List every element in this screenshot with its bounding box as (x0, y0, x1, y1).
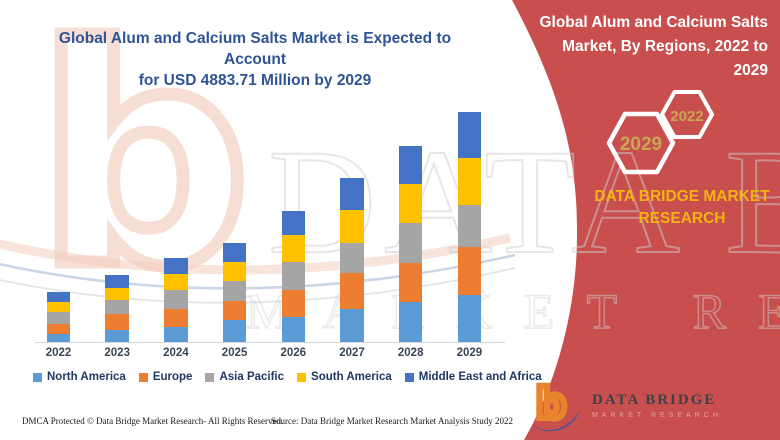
bar-segment-2028-europe (398, 263, 423, 302)
x-axis-label-2025: 2025 (221, 347, 248, 359)
bar-segment-2026-asia-pacific (281, 262, 305, 290)
company-logo: b DATA BRIDGE MARKET RESEARCH (528, 378, 773, 436)
bar-segment-2025-asia-pacific (222, 281, 247, 302)
svg-text:b: b (536, 379, 566, 428)
chart-title-line2: for USD 4883.71 Million by 2029 (138, 72, 372, 89)
bar-segment-2022-north-america (46, 334, 71, 342)
legend-swatch-icon (297, 372, 307, 382)
bar-segment-2022-europe (46, 323, 71, 334)
bar-segment-2024-asia-pacific (164, 289, 188, 310)
x-axis-label-2029: 2029 (456, 347, 483, 359)
bar-segment-2023-asia-pacific (105, 300, 129, 314)
bar-segment-2026-middle-east-and-africa (281, 210, 305, 235)
legend-swatch-icon (33, 372, 42, 382)
bar-segment-2025-middle-east-and-africa (222, 242, 247, 262)
x-axis-label-2026: 2026 (280, 347, 307, 359)
legend-label: South America (311, 371, 392, 383)
legend-item-south-america: South America (297, 371, 392, 383)
bar-segment-2027-asia-pacific (340, 243, 364, 274)
copyright-text: DMCA Protected © Data Bridge Market Rese… (22, 416, 284, 426)
legend-label: Middle East and Africa (418, 371, 542, 383)
bar-segment-2022-asia-pacific (46, 311, 71, 324)
bar-segment-2027-europe (340, 273, 364, 310)
source-text: Source: Data Bridge Market Research Mark… (271, 416, 513, 426)
bar-segment-2023-middle-east-and-africa (105, 274, 129, 289)
legend-item-middle-east-and-africa: Middle East and Africa (404, 371, 542, 383)
bar-segment-2026-south-america (281, 234, 305, 263)
bar-segment-2023-south-america (105, 288, 129, 301)
bar-segment-2027-middle-east-and-africa (340, 177, 364, 210)
hexagon-2029-icon (606, 111, 676, 175)
bar-2023 (105, 274, 129, 342)
bar-segment-2023-north-america (105, 329, 129, 342)
bar-segment-2024-middle-east-and-africa (164, 258, 188, 275)
legend-item-europe: Europe (138, 371, 193, 383)
brand-name: DATA BRIDGE MARKET RESEARCH (572, 186, 780, 230)
bar-2027 (340, 177, 364, 342)
bar-2024 (164, 258, 188, 342)
logo-b-icon: b (532, 378, 580, 431)
bar-segment-2025-europe (222, 301, 247, 320)
logo-subtitle: MARKET RESEARCH (592, 412, 722, 419)
bar-2026 (281, 210, 305, 342)
legend-item-north-america: North America (33, 371, 126, 383)
x-axis-label-2028: 2028 (397, 347, 424, 359)
bar-segment-2029-asia-pacific (457, 204, 482, 247)
bar-segment-2024-europe (164, 309, 188, 327)
bar-2029 (457, 111, 482, 342)
bar-segment-2024-south-america (164, 274, 188, 290)
bar-segment-2027-south-america (340, 209, 364, 244)
logo-name: DATA BRIDGE (592, 392, 717, 408)
bar-2022 (46, 291, 71, 342)
hexagon-2029-label: 2029 (620, 134, 662, 155)
hexagon-badges: 2029 2022 (606, 90, 714, 175)
hexagon-2022-label: 2022 (670, 108, 703, 125)
bar-segment-2028-middle-east-and-africa (398, 145, 423, 185)
x-axis-label-2022: 2022 (45, 347, 72, 359)
bar-segment-2023-europe (105, 313, 129, 330)
legend-swatch-icon (138, 372, 148, 382)
brand-name-line2: RESEARCH (638, 210, 726, 227)
x-axis-label-2023: 2023 (104, 347, 130, 359)
watermark-line2: MARKET RESEARCH (246, 283, 780, 339)
bar-segment-2029-europe (457, 246, 482, 295)
bar-segment-2029-south-america (457, 158, 482, 205)
bar-segment-2025-south-america (222, 261, 247, 282)
bar-segment-2022-south-america (46, 301, 71, 312)
legend-swatch-icon (404, 372, 414, 382)
bar-segment-2026-north-america (281, 316, 305, 342)
bar-2028 (398, 145, 423, 342)
chart-title: Global Alum and Calcium Salts Market is … (30, 28, 480, 91)
legend-swatch-icon (205, 372, 215, 382)
x-axis-label-2027: 2027 (339, 347, 365, 359)
bar-segment-2028-asia-pacific (398, 223, 423, 264)
bar-segment-2028-north-america (398, 302, 423, 342)
hexagon-2022-icon (660, 90, 714, 139)
legend: North America Europe Asia Pacific South Ame… (33, 371, 542, 383)
legend-label: Europe (152, 371, 193, 383)
bar-segment-2028-south-america (398, 184, 423, 224)
panel-title: Global Alum and Calcium Salts Market, By… (539, 14, 768, 79)
bar-segment-2025-north-america (222, 319, 247, 342)
brand-name-line1: DATA BRIDGE MARKET (594, 188, 770, 205)
bar-segment-2027-north-america (340, 309, 364, 342)
red-panel-shape (512, 0, 780, 440)
bar-segment-2026-europe (281, 289, 305, 317)
bar-segment-2029-north-america (457, 294, 482, 342)
x-axis-label-2024: 2024 (163, 347, 189, 359)
chart-title-line1: Global Alum and Calcium Salts Market is … (58, 30, 452, 68)
watermark-b-icon: b (36, 0, 251, 333)
bar-segment-2029-middle-east-and-africa (457, 111, 482, 159)
bar-2025 (222, 242, 247, 342)
legend-item-asia-pacific: Asia Pacific (205, 371, 284, 383)
legend-label: North America (47, 371, 126, 383)
bar-segment-2024-north-america (164, 326, 188, 342)
bar-segment-2022-middle-east-and-africa (46, 291, 71, 302)
legend-label: Asia Pacific (219, 371, 285, 383)
bar-chart-plot: 2022 2023 2024 2025 2026 2027 2028 2029 (35, 100, 505, 359)
